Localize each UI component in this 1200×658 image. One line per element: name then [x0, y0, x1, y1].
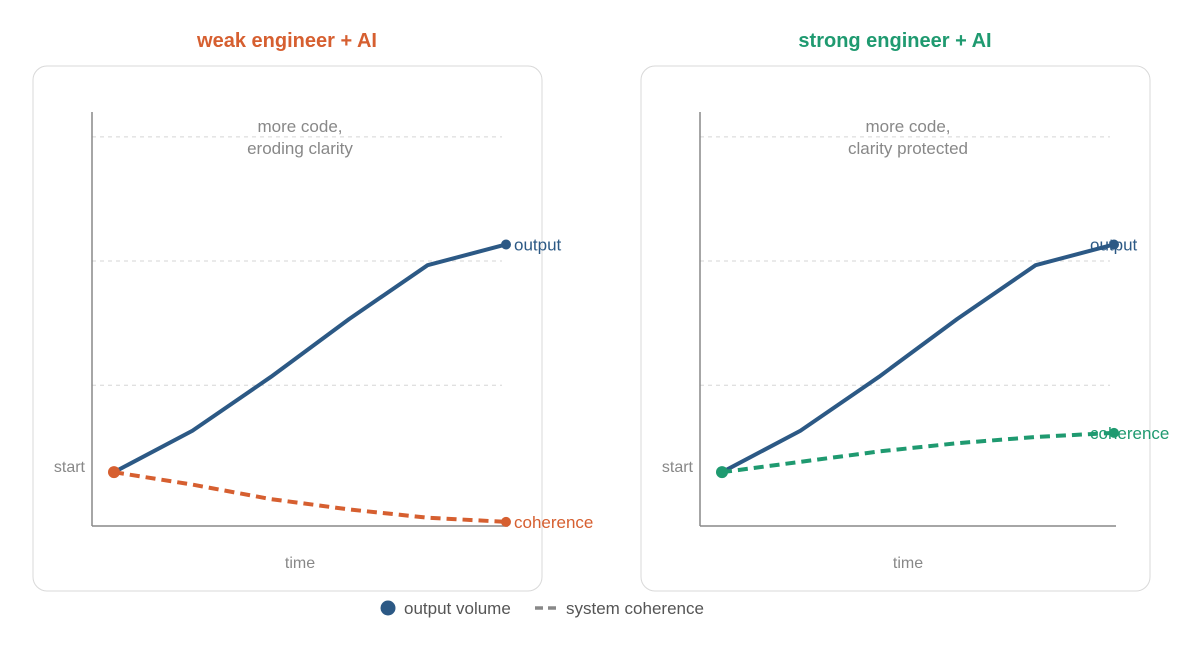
start-point	[108, 466, 120, 479]
series-coherence-line	[721, 430, 1115, 475]
legend-coherence-label: system coherence	[566, 599, 704, 618]
panel-strong: strong engineer + AI more code, clarity …	[640, 30, 1169, 592]
annotation-line-2: clarity protected	[848, 139, 968, 158]
series-coherence-line	[113, 470, 507, 524]
start-label: start	[662, 459, 694, 476]
annotation-line-1: more code,	[865, 117, 950, 136]
x-axis-label: time	[893, 555, 923, 572]
series-output-line	[113, 242, 507, 474]
series-coherence-end-point	[1109, 427, 1119, 438]
start-label: start	[54, 459, 86, 476]
series-coherence-label: coherence	[1090, 424, 1169, 443]
plot-area: output coherence	[716, 235, 1169, 479]
annotation-line-1: more code,	[257, 117, 342, 136]
annotation-line-2: eroding clarity	[247, 139, 353, 158]
start-point	[716, 466, 728, 479]
series-output-end-point	[1109, 239, 1119, 250]
series-output-line	[721, 242, 1115, 474]
series-output-end-point	[501, 239, 511, 250]
legend-output-marker	[380, 600, 396, 616]
panel-weak: weak engineer + AI more code, eroding cl…	[32, 30, 593, 592]
panel-title: weak engineer + AI	[196, 30, 377, 52]
series-coherence-label: coherence	[514, 513, 593, 532]
plot-area: output coherence	[108, 235, 593, 532]
panel-frame	[640, 65, 1151, 592]
panel-frame	[32, 65, 543, 592]
legend-output-label: output volume	[404, 599, 511, 618]
x-axis-label: time	[285, 555, 315, 572]
series-output-label: output	[1090, 235, 1138, 254]
series-output-label: output	[514, 235, 562, 254]
legend: output volume system coherence	[380, 599, 704, 618]
panel-title: strong engineer + AI	[798, 30, 991, 52]
series-coherence-end-point	[501, 516, 511, 527]
